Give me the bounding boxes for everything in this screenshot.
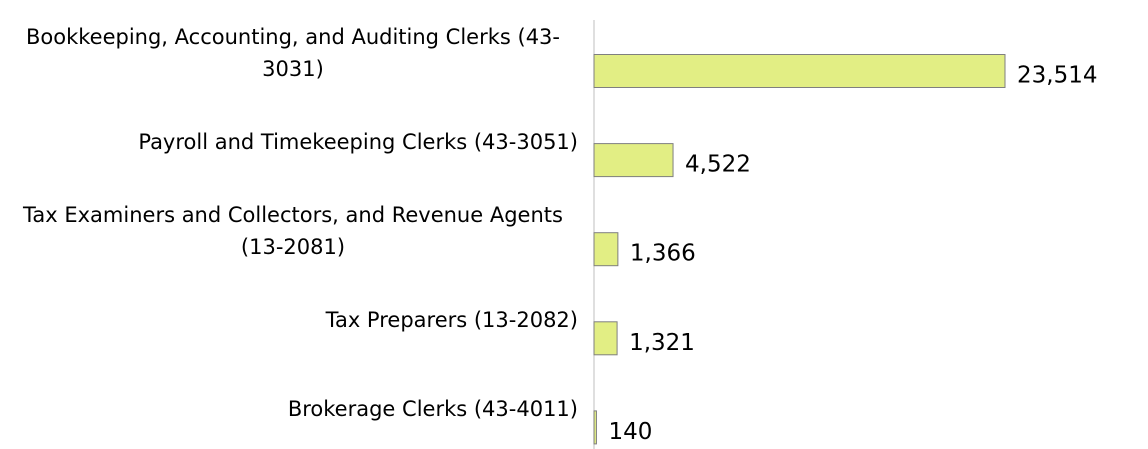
data-label: 1,321: [629, 330, 695, 356]
category-label: Tax Examiners and Collectors, and Revenu…: [23, 203, 563, 260]
bar: [593, 143, 674, 178]
category-label: Bookkeeping, Accounting, and Auditing Cl…: [25, 25, 560, 81]
data-label: 1,366: [630, 241, 696, 267]
category-label-box: Tax Examiners and Collectors, and Revenu…: [3, 199, 578, 263]
category-label-box: Bookkeeping, Accounting, and Auditing Cl…: [3, 21, 578, 85]
category-label-box: Brokerage Clerks (43-4011): [3, 393, 578, 425]
bar: [593, 410, 597, 445]
category-label: Brokerage Clerks (43-4011): [287, 397, 578, 422]
category-label: Tax Preparers (13-2082): [325, 308, 578, 333]
bar: [593, 232, 619, 267]
data-label: 23,514: [1017, 63, 1097, 89]
category-label-box: Tax Preparers (13-2082): [3, 304, 578, 336]
bar: [593, 321, 618, 356]
data-label: 140: [608, 419, 652, 445]
bar: [593, 54, 1006, 88]
category-label-box: Payroll and Timekeeping Clerks (43-3051): [3, 126, 578, 158]
category-label: Payroll and Timekeeping Clerks (43-3051): [138, 130, 578, 155]
data-label: 4,522: [685, 152, 751, 178]
